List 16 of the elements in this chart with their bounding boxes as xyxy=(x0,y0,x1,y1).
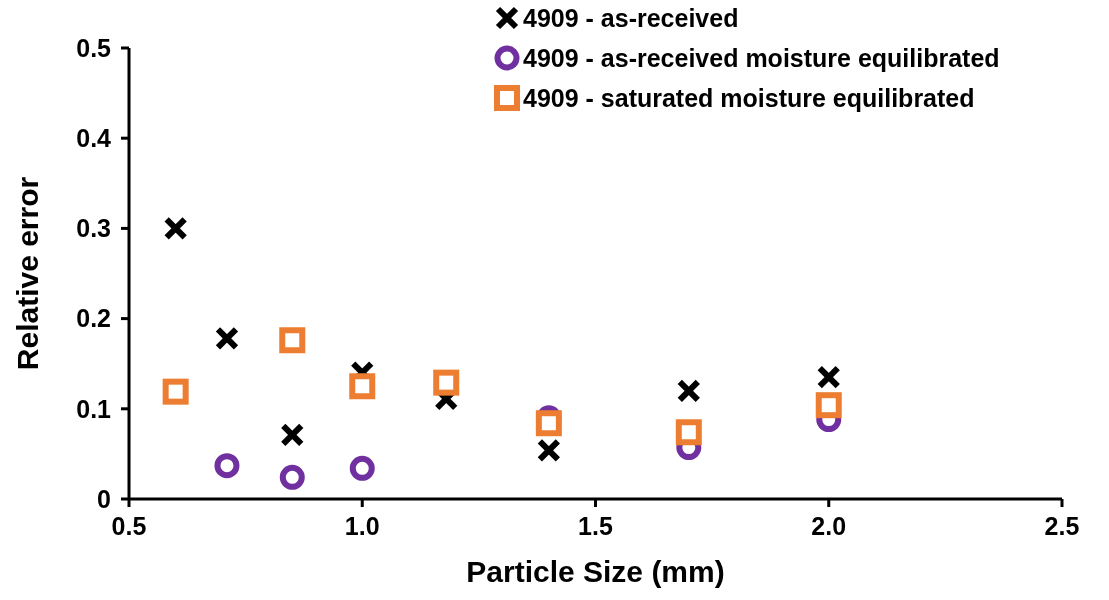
y-tick-label: 0.5 xyxy=(76,33,112,62)
y-tick-label: 0.4 xyxy=(76,123,112,152)
x-tick-label: 2.5 xyxy=(1044,512,1080,540)
y-tick-label: 0 xyxy=(97,484,111,513)
y-axis-title: Relative error xyxy=(11,176,44,371)
y-tick-label: 0.3 xyxy=(76,214,111,243)
x-tick-label: 0.5 xyxy=(111,512,147,540)
legend-label: 4909 - as-received xyxy=(523,3,739,32)
x-axis-title: Particle Size (mm) xyxy=(466,555,725,588)
legend-label: 4909 - saturated moisture equilibrated xyxy=(523,83,975,112)
y-tick-label: 0.2 xyxy=(76,304,111,333)
legend-label: 4909 - as-received moisture equilibrated xyxy=(523,43,1000,72)
x-tick-label: 1.5 xyxy=(578,512,613,540)
x-tick-label: 1.0 xyxy=(344,512,380,540)
x-tick-label: 2.0 xyxy=(811,512,847,540)
y-tick-label: 0.1 xyxy=(76,394,112,423)
